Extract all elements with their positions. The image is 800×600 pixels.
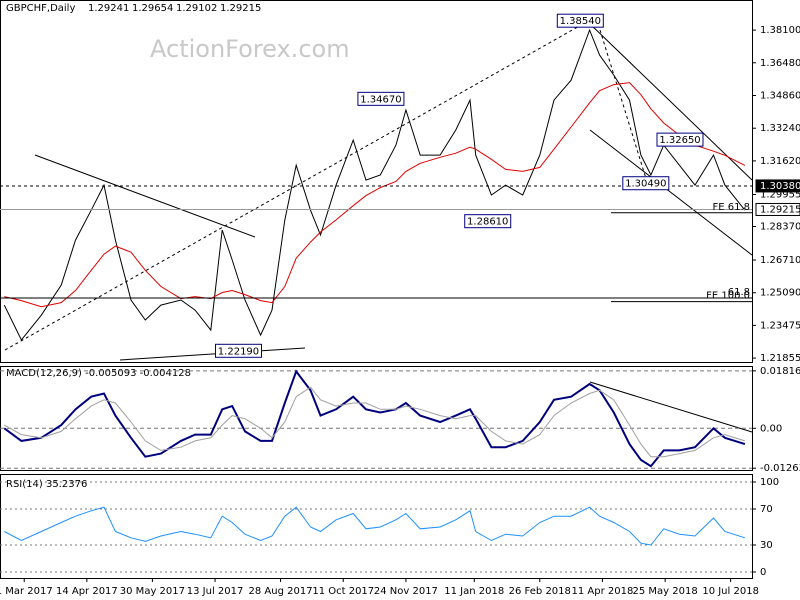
y-tick-label: 1.28370: [760, 222, 800, 233]
fib-label: FE 61.8: [712, 202, 750, 213]
price-annotation-box: [622, 176, 670, 191]
x-tick-label: 11 Jan 2018: [444, 586, 504, 597]
price-annotation-box: [357, 91, 405, 106]
resistance-line: [34, 154, 256, 238]
ohlc-low: 1.29102: [176, 3, 217, 14]
x-tick-label: 25 May 2018: [633, 586, 698, 597]
price-annotation: 1.30490: [625, 179, 666, 190]
ohlc-close: 1.29215: [220, 3, 261, 14]
price-annotation: 1.22190: [218, 346, 259, 357]
x-tick-label: 14 Apr 2017: [56, 586, 118, 597]
series-line: [3, 369, 746, 468]
fib-label: 61.8: [728, 287, 750, 298]
series-line: [4, 82, 746, 308]
watermark: ActionForex.com: [150, 35, 350, 63]
price-annotation: 1.28610: [467, 217, 508, 228]
x-tick-label: 30 May 2017: [120, 586, 185, 597]
series-line: [4, 386, 746, 458]
panel-frame: [0, 366, 753, 471]
x-tick-label: 11 Apr 2018: [572, 586, 634, 597]
fib-label: FE 100.0: [706, 291, 750, 302]
price-annotation-box: [464, 214, 512, 229]
price-annotation-box: [214, 343, 262, 358]
price-annotation-box: [656, 132, 704, 147]
y-tick-label: 0.018161: [760, 366, 800, 377]
price-annotation: 1.32650: [659, 135, 700, 146]
y-tick-label: 1.26710: [760, 255, 800, 266]
series-line: [4, 506, 746, 546]
y-tick-label: -0.012637: [760, 463, 800, 474]
y-tick-label: 1.36480: [760, 58, 800, 69]
trendlines: [4, 19, 753, 433]
x-tick-label: 11 Oct 2017: [312, 586, 374, 597]
channel-upper: [587, 21, 753, 181]
y-tick-label: 1.29955: [760, 190, 800, 201]
support-line: [119, 347, 306, 361]
series-line: [3, 28, 746, 341]
y-tick-label: 30: [760, 540, 773, 551]
ohlc-high: 1.29654: [132, 3, 173, 14]
x-tick-label: 13 Jul 2017: [187, 586, 244, 597]
symbol: GBPCHF,Daily: [6, 3, 75, 14]
y-tick-label: 1.34860: [760, 90, 800, 101]
x-tick-label: 1 Mar 2017: [0, 586, 53, 597]
channel-line: [4, 19, 591, 351]
panel-frame: [0, 0, 753, 363]
level-box: [755, 179, 800, 193]
y-tick-label: 1.33240: [760, 123, 800, 134]
level-label: 1.30380: [760, 181, 800, 192]
y-tick-label: 1.31620: [760, 156, 800, 167]
channel-lower: [589, 129, 753, 256]
level-label: 1.29215: [760, 204, 800, 215]
y-tick-label: 70: [760, 504, 773, 515]
x-tick-label: 24 Nov 2017: [374, 586, 438, 597]
y-tick-label: 100: [760, 477, 779, 488]
x-tick-label: 26 Feb 2018: [509, 586, 571, 597]
y-tick-label: 1.23475: [760, 320, 800, 331]
y-tick-label: 0: [760, 567, 766, 578]
x-tick-label: 10 Jul 2018: [702, 586, 759, 597]
y-tick-label: 0.00: [760, 423, 782, 434]
y-tick-label: 1.38100: [760, 25, 800, 36]
price-annotation: 1.34670: [360, 94, 401, 105]
y-tick-label: 1.21855: [760, 353, 800, 364]
y-tick-label: 1.25090: [760, 288, 800, 299]
ohlc-open: 1.29241: [88, 3, 129, 14]
rsi-title: RSI(14) 35.2376: [6, 479, 87, 490]
price-annotation-box: [556, 13, 604, 28]
macd-title: MACD(12,26,9) -0.005093 -0.004128: [6, 368, 191, 379]
price-annotation: 1.38540: [560, 16, 601, 27]
level-box: [755, 202, 800, 216]
x-tick-label: 28 Aug 2017: [249, 586, 313, 597]
macd-trendline: [589, 381, 753, 433]
